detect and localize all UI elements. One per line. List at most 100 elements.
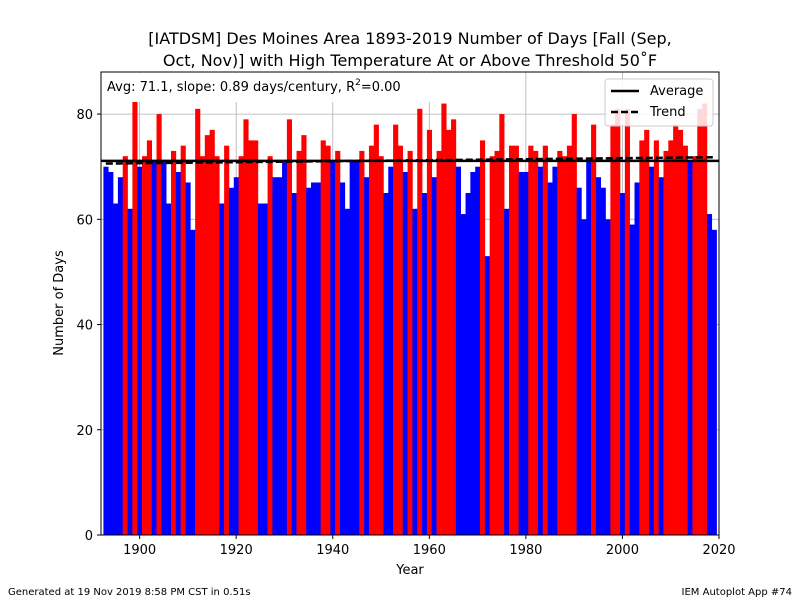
bar-1949	[373, 124, 379, 535]
bar-1979	[518, 171, 524, 535]
x-tick-label-1980: 1980	[509, 543, 542, 558]
bar-1915	[209, 129, 215, 535]
bar-1980	[523, 171, 529, 535]
stats-prefix: Avg: 71.1, slope: 0.89 days/century, R	[107, 80, 355, 95]
bar-1967	[460, 214, 466, 535]
bar-2017	[702, 103, 708, 536]
bar-1936	[311, 182, 317, 535]
bar-1984	[542, 145, 548, 535]
bar-1963	[441, 103, 447, 536]
bars-layer	[103, 98, 717, 536]
bar-1959	[422, 193, 428, 536]
x-axis-label: Year	[395, 563, 424, 578]
x-tick-label-2000: 2000	[606, 543, 639, 558]
bar-2007	[653, 140, 659, 536]
footer-generated: Generated at 19 Nov 2019 8:58 PM CST in …	[8, 587, 251, 598]
bar-1919	[228, 187, 235, 535]
bar-1894	[108, 171, 114, 535]
bar-1987	[557, 150, 563, 535]
bar-1982	[533, 150, 539, 535]
y-tick-label-80: 80	[76, 108, 93, 123]
legend-average-label: Average	[650, 84, 703, 99]
bar-2003	[634, 182, 640, 535]
x-tick-label-1900: 1900	[123, 543, 156, 558]
bar-1990	[571, 114, 577, 535]
bar-2004	[639, 140, 645, 536]
bar-1902	[146, 140, 152, 536]
bar-2013	[682, 145, 688, 535]
bar-1898	[127, 208, 133, 535]
bar-1918	[224, 145, 230, 535]
bar-1920	[233, 177, 239, 535]
bar-1893	[103, 166, 109, 536]
bar-1905	[161, 161, 167, 535]
bar-1925	[257, 203, 264, 535]
y-ticks: 0 20 40 60 80	[76, 108, 101, 544]
bar-2000	[620, 193, 626, 536]
bar-1954	[397, 145, 404, 535]
bar-1997	[605, 219, 611, 535]
bar-2018	[706, 214, 713, 535]
chart-title-line-2: Oct, Nov)] with High Temperature At or A…	[163, 51, 657, 70]
x-tick-label-1920: 1920	[220, 543, 253, 558]
bar-1914	[204, 135, 210, 536]
bar-1906	[166, 203, 172, 535]
bar-1971	[480, 140, 486, 536]
bar-1995	[595, 177, 602, 535]
bar-1976	[504, 208, 510, 535]
bar-1938	[320, 140, 326, 536]
bar-1961	[431, 177, 437, 535]
bar-1978	[513, 145, 519, 535]
bar-1952	[388, 166, 394, 536]
bar-1965	[451, 119, 457, 536]
bar-1956	[407, 150, 413, 535]
bar-1981	[528, 145, 534, 535]
y-axis-label: Number of Days	[52, 250, 67, 356]
trend-line	[105, 155, 715, 165]
bar-1998	[610, 124, 616, 535]
lines-layer	[101, 155, 719, 165]
stats-sup: 2	[355, 78, 361, 88]
bar-1996	[600, 187, 606, 535]
bar-1901	[142, 156, 148, 535]
footer-app: IEM Autoplot App #74	[682, 587, 792, 598]
bar-1988	[562, 156, 568, 535]
bar-1939	[325, 145, 331, 535]
bar-1937	[315, 182, 321, 535]
bar-2009	[663, 150, 669, 535]
bar-1922	[243, 119, 249, 536]
bar-1929	[277, 177, 283, 535]
bar-1951	[383, 193, 389, 536]
bar-1900	[137, 166, 143, 536]
bar-2011	[673, 124, 679, 535]
bar-1969	[470, 171, 476, 535]
bar-1895	[113, 203, 119, 535]
bar-1921	[238, 156, 244, 535]
bar-1907	[171, 150, 177, 535]
bar-1966	[455, 166, 461, 536]
bar-1957	[412, 208, 418, 535]
bar-1993	[586, 161, 592, 535]
bar-1927	[267, 156, 273, 535]
bar-1930	[282, 161, 288, 535]
bar-1950	[378, 156, 384, 535]
bar-2008	[658, 177, 664, 535]
bar-1991	[576, 187, 582, 535]
bar-2019	[711, 229, 717, 535]
bar-1909	[180, 145, 186, 535]
bar-1933	[296, 150, 302, 535]
bar-2015	[692, 156, 698, 535]
bar-1897	[122, 156, 128, 535]
bar-1931	[286, 119, 293, 536]
bar-2012	[677, 129, 684, 535]
bar-1975	[499, 114, 505, 535]
bar-1924	[253, 140, 259, 536]
bar-1962	[436, 150, 442, 535]
bar-1955	[402, 171, 408, 535]
stats-text: Avg: 71.1, slope: 0.89 days/century, R2=…	[107, 78, 401, 95]
bar-1964	[446, 129, 452, 535]
y-tick-label-20: 20	[76, 424, 93, 439]
y-tick-label-60: 60	[76, 213, 93, 228]
bar-1953	[393, 124, 399, 535]
